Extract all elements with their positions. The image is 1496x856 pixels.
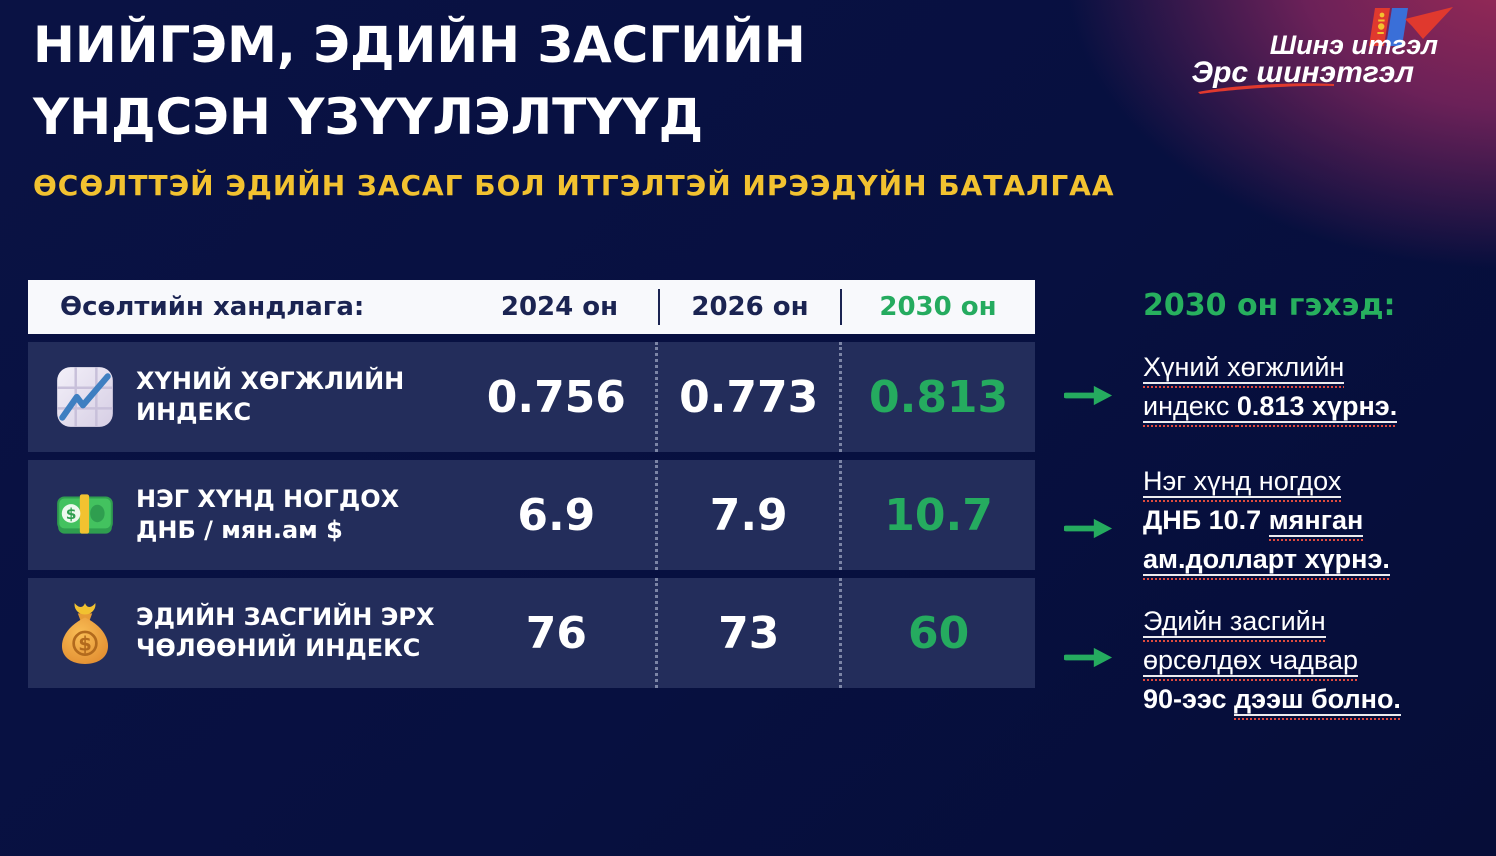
value-2026: 0.773 [655, 342, 839, 452]
value-2026: 7.9 [655, 460, 839, 570]
page-title-line1: НИЙГЭМ, ЭДИЙН ЗАСГИЙН [33, 16, 806, 74]
svg-text:$: $ [78, 633, 92, 656]
notes-heading: 2030 он гэхэд: [1143, 288, 1396, 323]
table-row: ХҮНИЙ ХӨГЖЛИЙН ИНДЕКС 0.756 0.773 0.813 [28, 342, 1035, 452]
green-arrow-icon [1063, 348, 1143, 426]
note-text: Нэг хүнд ногдох ДНБ 10.7 мянган ам.долла… [1143, 462, 1390, 579]
note-item: Нэг хүнд ногдох ДНБ 10.7 мянган ам.долла… [1063, 462, 1494, 579]
green-arrow-icon [1063, 602, 1143, 719]
indicators-table: Өсөлтийн хандлага: 2024 он 2026 он 2030 … [28, 280, 1035, 688]
row-label: НЭГ ХҮНД НОГДОХ ДНБ / мян.ам $ [136, 485, 400, 544]
value-2024: 0.756 [486, 371, 626, 423]
row-label: ЭДИЙН ЗАСГИЙН ЭРХ ЧӨЛӨӨНИЙ ИНДЕКС [136, 603, 435, 662]
money-bag-icon: $ [52, 600, 118, 666]
value-2024: 6.9 [517, 489, 596, 541]
svg-text:$: $ [66, 505, 77, 523]
dollar-banknote-icon: $ [52, 482, 118, 548]
value-2030: 10.7 [839, 460, 1035, 570]
chart-increasing-icon [52, 364, 118, 430]
note-item: Хүний хөгжлийн индекс 0.813 хүрнэ. [1063, 348, 1494, 426]
table-row: $ НЭГ ХҮНД НОГДОХ ДНБ / мян.ам $ 6.9 7.9… [28, 460, 1035, 570]
mongolian-flag-pennant-icon [1363, 4, 1455, 55]
brand-underline-swoosh [1198, 81, 1334, 99]
page-subtitle: ӨСӨЛТТЭЙ ЭДИЙН ЗАСАГ БОЛ ИТГЭЛТЭЙ ИРЭЭДҮ… [33, 169, 1115, 202]
row-label: ХҮНИЙ ХӨГЖЛИЙН ИНДЕКС [136, 367, 405, 426]
value-2030: 0.813 [839, 342, 1035, 452]
table-header-year-2026: 2026 он [658, 280, 841, 334]
table-header-label: Өсөлтийн хандлага: [60, 292, 365, 322]
value-2024: 76 [525, 607, 587, 659]
value-2026: 73 [655, 578, 839, 688]
green-arrow-icon [1063, 462, 1143, 579]
note-text: Эдийн засгийн өрсөлдөх чадвар 90-ээс дээ… [1143, 602, 1401, 719]
note-item: Эдийн засгийн өрсөлдөх чадвар 90-ээс дээ… [1063, 602, 1494, 719]
note-text: Хүний хөгжлийн индекс 0.813 хүрнэ. [1143, 348, 1398, 426]
brand-text-line1: Шинэ итгэл [1269, 30, 1438, 60]
table-header-row: Өсөлтийн хандлага: 2024 он 2026 он 2030 … [28, 280, 1035, 334]
table-header-year-2030: 2030 он [840, 280, 1035, 334]
page-title-line2: ҮНДСЭН ҮЗҮҮЛЭЛТҮҮД [33, 88, 704, 146]
value-2030: 60 [839, 578, 1035, 688]
table-header-year-2024: 2024 он [500, 292, 619, 322]
table-row: $ ЭДИЙН ЗАСГИЙН ЭРХ ЧӨЛӨӨНИЙ ИНДЕКС 76 7… [28, 578, 1035, 688]
